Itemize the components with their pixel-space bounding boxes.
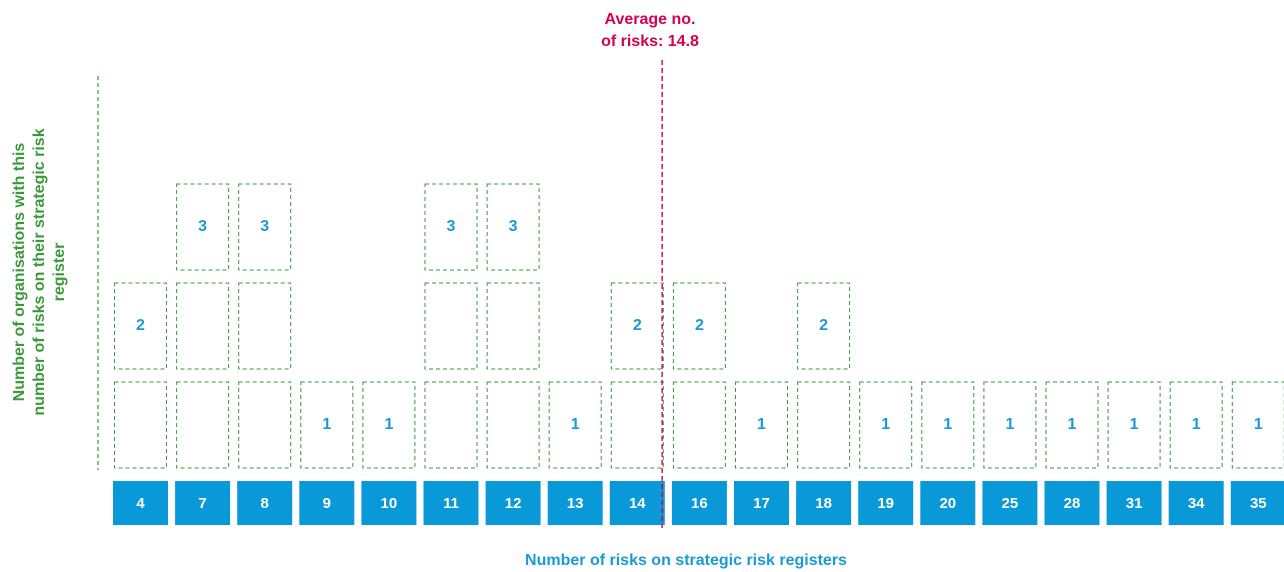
- category-label: 20: [939, 495, 956, 512]
- bar-cell: [238, 282, 292, 370]
- data-label: 2: [136, 317, 145, 334]
- bar-cell: [797, 282, 851, 370]
- category-box: [1044, 481, 1100, 525]
- bar-cell: [176, 183, 230, 271]
- data-label: 2: [819, 317, 828, 334]
- data-label: 1: [384, 416, 393, 433]
- data-label: 1: [881, 416, 890, 433]
- category-label: 12: [505, 495, 522, 512]
- category-label: 35: [1250, 495, 1267, 512]
- bar-cell: [735, 381, 788, 469]
- category-box: [175, 481, 231, 525]
- category-box: [671, 481, 727, 525]
- bar-cell: [1169, 381, 1223, 469]
- category-label: 13: [567, 495, 584, 512]
- data-label: 1: [1068, 416, 1077, 433]
- bar-cell: [1045, 381, 1099, 469]
- data-label: 1: [943, 416, 952, 433]
- category-label: 34: [1188, 495, 1205, 512]
- bar-cell: [424, 282, 478, 370]
- category-box: [858, 481, 914, 525]
- bar-cell: [362, 381, 416, 469]
- bar-cell: [238, 381, 292, 469]
- category-box: [1168, 481, 1224, 525]
- category-label: 4: [136, 495, 145, 512]
- category-label: 8: [261, 495, 269, 512]
- category-box: [423, 481, 479, 525]
- y-axis-title-line2: number of risks on their strategic risk: [31, 128, 48, 415]
- data-label: 1: [322, 416, 331, 433]
- bar-cell: [238, 183, 292, 271]
- category-label: 28: [1064, 495, 1081, 512]
- y-axis-title-line1: Number of organisations with this: [11, 143, 28, 402]
- bar-cell: [176, 381, 230, 469]
- category-box: [113, 481, 168, 525]
- data-label: 3: [198, 218, 207, 235]
- category-label: 25: [1002, 495, 1019, 512]
- bar-cell: [610, 381, 664, 469]
- data-label: 3: [447, 218, 456, 235]
- data-label: 2: [633, 317, 642, 334]
- data-label: 3: [509, 218, 518, 235]
- bar-cell: [672, 282, 726, 370]
- category-label: 16: [691, 495, 708, 512]
- category-box: [299, 481, 355, 525]
- category-label: 19: [877, 495, 894, 512]
- bar-cell: [176, 282, 230, 370]
- category-box: [547, 481, 603, 525]
- bar-cell: [486, 183, 540, 271]
- category-box: [361, 481, 417, 525]
- x-axis-title: Number of risks on strategic risk regist…: [525, 552, 847, 569]
- bar-cell: [672, 381, 726, 469]
- category-label: 17: [753, 495, 770, 512]
- data-label: 1: [1005, 416, 1014, 433]
- bar-cell: [859, 381, 913, 469]
- data-label: 2: [695, 317, 704, 334]
- category-box: [237, 481, 293, 525]
- category-label: 31: [1126, 495, 1143, 512]
- bar-cell: [983, 381, 1037, 469]
- bar-cell: [921, 381, 975, 469]
- bar-cell: [114, 381, 167, 469]
- data-label: 3: [260, 218, 269, 235]
- category-box: [1230, 481, 1284, 525]
- bar-cell: [486, 282, 540, 370]
- data-label: 1: [571, 416, 580, 433]
- data-label: 1: [1254, 416, 1263, 433]
- y-axis-title: Number of organisations with this number…: [11, 128, 68, 415]
- category-label: 18: [815, 495, 832, 512]
- average-label-line1: Average no.: [605, 11, 696, 28]
- category-box: [1106, 481, 1162, 525]
- bar-cell: [486, 381, 540, 469]
- category-box: [734, 481, 789, 525]
- bar-cell: [424, 183, 478, 271]
- category-box: [609, 481, 665, 525]
- bar-cell: [424, 381, 478, 469]
- bar-cell: [1107, 381, 1161, 469]
- y-axis-title-line3: register: [51, 243, 68, 302]
- category-label: 9: [323, 495, 331, 512]
- category-label: 14: [629, 495, 646, 512]
- category-box: [796, 481, 852, 525]
- bar-cell: [548, 381, 602, 469]
- bar-cell: [1231, 381, 1284, 469]
- category-box: [485, 481, 541, 525]
- data-label: 1: [1192, 416, 1201, 433]
- category-label: 7: [198, 495, 206, 512]
- data-label: 1: [1130, 416, 1139, 433]
- category-box: [982, 481, 1038, 525]
- bar-cell: [300, 381, 354, 469]
- category-label: 11: [443, 495, 459, 512]
- bar-cell: [114, 282, 167, 370]
- category-box: [920, 481, 976, 525]
- bar-cell: [610, 282, 664, 370]
- bar-cells: 2 3 3 1 1 3 3 1 2 2 1 2 1 1 1 1 1 1 1: [114, 183, 1284, 469]
- bar-cell: [797, 381, 851, 469]
- category-label: 10: [381, 495, 398, 512]
- category-boxes: 4 7 8 9 10 11 12 13 14 16 17 18 19 20 25 28 31 34 35: [113, 481, 1284, 525]
- data-label: 1: [757, 416, 766, 433]
- average-label-line2: of risks: 14.8: [601, 33, 699, 50]
